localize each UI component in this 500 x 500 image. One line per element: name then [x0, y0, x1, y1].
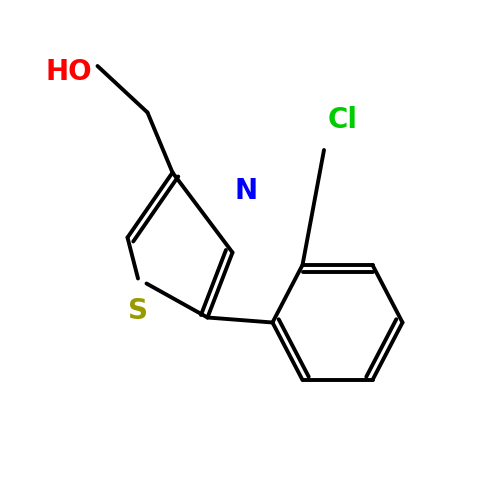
- Text: HO: HO: [45, 58, 92, 86]
- Text: S: S: [128, 297, 148, 325]
- Text: N: N: [234, 177, 258, 205]
- Text: Cl: Cl: [328, 106, 358, 134]
